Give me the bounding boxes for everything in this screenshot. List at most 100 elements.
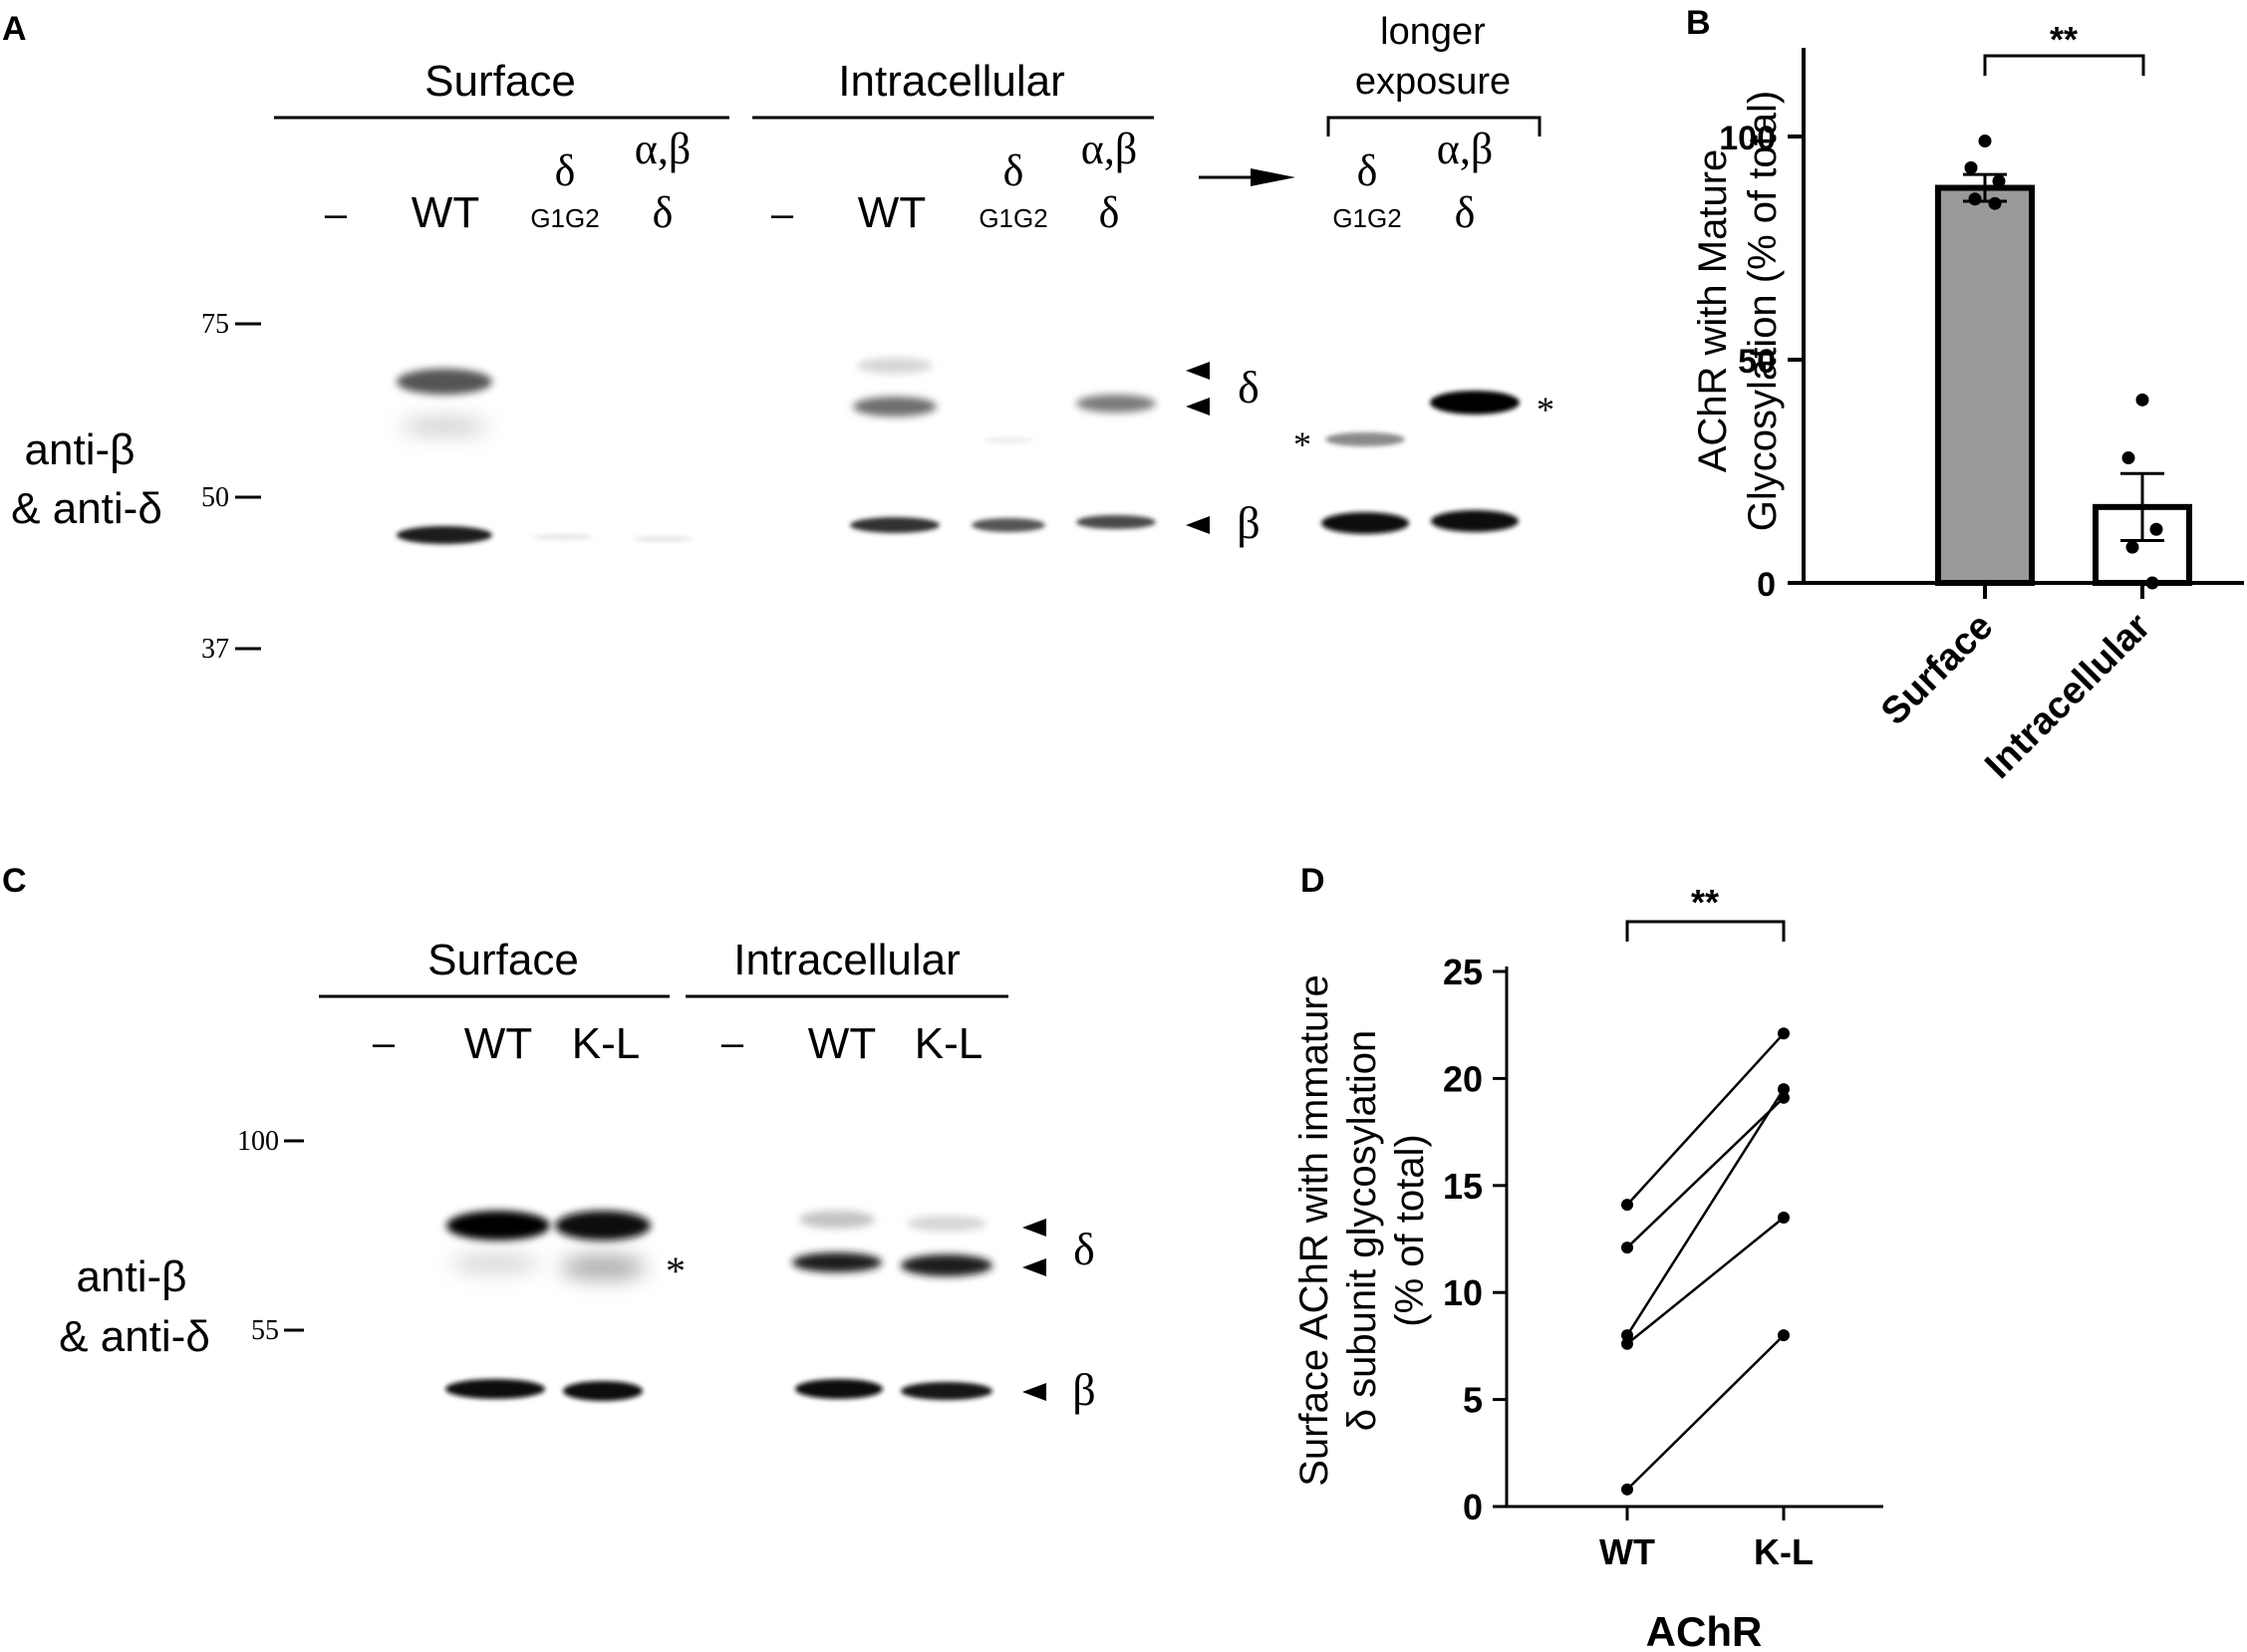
chart-d-point-wt — [1621, 1199, 1633, 1212]
lane-wt-surface-c: WT — [464, 1019, 532, 1068]
row-label-c-line1: anti-β — [77, 1252, 187, 1301]
band-c-intra-kl-upper — [907, 1216, 986, 1232]
chart-d-ylabel-line3: (% of total) — [1388, 1134, 1432, 1326]
arrowhead-icon — [1022, 1258, 1046, 1276]
chart-d-ylabel-line2: δ subunit glycosylation — [1340, 1030, 1384, 1431]
chart-b-xtick-label: Intracellular — [1977, 606, 2158, 787]
band-c-intra-kl-beta — [901, 1382, 992, 1400]
asterisk-a-right: * — [1537, 390, 1554, 429]
panel-label-d: D — [1300, 862, 1325, 900]
lane-kl-surface-c: K-L — [572, 1019, 640, 1068]
chart-b-point — [2121, 451, 2135, 465]
chart-d-ytick-label: 15 — [1443, 1166, 1483, 1207]
band-a-intra-ab-beta — [1076, 515, 1156, 529]
arrowhead-icon — [1022, 1219, 1046, 1237]
lane-g1g2-surface: G1G2 — [530, 203, 599, 233]
lane-neg-intracellular: – — [771, 192, 794, 236]
arrowhead-icon — [1186, 516, 1210, 534]
marker-55: 55 — [251, 1315, 279, 1346]
asterisk-a-left: * — [1293, 424, 1311, 464]
chart-d-significance: ** — [1691, 882, 1719, 923]
band-a-surface-g1g2-beta — [533, 534, 593, 540]
group-label-surface-c: Surface — [427, 936, 579, 984]
lane-g1g2-long: G1G2 — [1332, 203, 1401, 233]
chart-d-point-kl — [1778, 1329, 1790, 1342]
lane-d-intracellular: δ — [1099, 188, 1120, 237]
lane-wt-intracellular-c: WT — [808, 1019, 876, 1068]
band-a-long-ab-delta — [1430, 391, 1520, 414]
band-a-surface-wt-delta — [397, 369, 492, 395]
lane-neg-surface: – — [325, 192, 348, 236]
arrowhead-icon — [1186, 398, 1210, 415]
chart-b-point — [2145, 576, 2159, 590]
lane-wt-surface: WT — [412, 188, 479, 237]
chart-d-point-kl — [1778, 1212, 1790, 1225]
chart-d-xtick-label: WT — [1599, 1531, 1655, 1572]
chart-b-point — [2135, 393, 2149, 407]
marker-37: 37 — [201, 634, 229, 665]
longer-exposure-bracket — [1326, 116, 1542, 137]
chart-b-point — [1992, 174, 2006, 188]
band-c-surface-kl-beta — [563, 1381, 643, 1401]
band-c-intra-wt-delta — [792, 1252, 882, 1272]
lane-wt-intracellular: WT — [858, 188, 926, 237]
band-a-intra-wt-delta — [853, 397, 937, 416]
chart-d-pair-line — [1626, 1032, 1785, 1206]
group-label-surface: Surface — [424, 57, 576, 106]
band-c-intra-kl-delta — [901, 1254, 992, 1276]
band-label-delta-a: δ — [1238, 362, 1260, 413]
band-label-beta-a: β — [1237, 497, 1260, 548]
panel-label-a: A — [2, 10, 27, 48]
longer-exposure-line1: longer — [1380, 11, 1486, 53]
chart-b-point — [2149, 522, 2163, 536]
panel-label-b: B — [1686, 4, 1711, 42]
chart-d-xlabel: AChR — [1646, 1608, 1763, 1652]
chart-b-ylabel-line1: AChR with Mature — [1691, 149, 1735, 473]
band-a-intra-ab-delta — [1076, 395, 1156, 413]
panel-c-blot: Surface Intracellular – WT K-L – WT K-L … — [59, 936, 1096, 1415]
chart-b-ytick-label: 50 — [1738, 343, 1776, 381]
band-a-intra-wt-beta — [850, 517, 940, 533]
chart-d-ytick-label: 25 — [1443, 952, 1483, 992]
row-label-a-line2: & anti-δ — [11, 484, 162, 533]
marker-75: 75 — [201, 309, 229, 340]
chart-d-point-wt — [1621, 1337, 1633, 1350]
chart-b-ytick-label: 0 — [1757, 566, 1776, 604]
band-c-surface-kl-smear — [560, 1255, 646, 1279]
panel-a-blot: Surface Intracellular longer exposure – … — [11, 11, 1554, 665]
panel-d-chart: Surface AChR with immature δ subunit gly… — [1292, 882, 1883, 1652]
panel-b-chart: AChR with Mature Glycosylation (% of tot… — [1691, 19, 2244, 787]
band-c-surface-wt-delta — [446, 1211, 550, 1240]
chart-d-ytick-label: 10 — [1443, 1272, 1483, 1313]
chart-d-ytick-label: 0 — [1463, 1487, 1483, 1527]
chart-b-ytick-label: 100 — [1719, 120, 1776, 157]
band-a-intra-g1g2-beta — [972, 518, 1045, 532]
lane-delta-g1g2-long: δ — [1357, 146, 1378, 195]
chart-d-pair-line — [1626, 1334, 1785, 1491]
chart-d-point-wt — [1621, 1241, 1633, 1254]
band-a-long-g1g2-delta — [1325, 432, 1405, 446]
lane-ab-long: α,β — [1437, 125, 1493, 173]
chart-b-point — [2125, 540, 2139, 554]
chart-d-ylabel-line1: Surface AChR with immature — [1292, 974, 1336, 1487]
chart-d-xtick-label: K-L — [1754, 1531, 1814, 1572]
lane-delta-g1g2-surface: δ — [555, 146, 576, 195]
chart-b-point — [1968, 192, 1982, 206]
longer-exposure-line2: exposure — [1355, 61, 1511, 103]
chart-d-point-kl — [1778, 1083, 1790, 1096]
asterisk-c: * — [666, 1248, 686, 1293]
chart-d-pair-line — [1625, 1088, 1786, 1336]
chart-d-pair-line — [1626, 1096, 1785, 1248]
band-label-beta-c: β — [1072, 1364, 1095, 1415]
chart-b-bar-surface — [1935, 184, 2035, 587]
arrow-right-icon — [1251, 168, 1295, 186]
band-a-intra-g1g2-faint — [983, 437, 1034, 443]
chart-b-point — [1988, 196, 2002, 210]
band-a-intra-wt-upper — [857, 358, 933, 374]
lane-d-surface: δ — [653, 188, 674, 237]
lane-neg-intracellular-c: – — [721, 1021, 744, 1065]
chart-d-point-wt — [1621, 1483, 1633, 1496]
band-c-surface-kl-delta — [555, 1211, 651, 1240]
lane-delta-g1g2-intracellular: δ — [1003, 146, 1024, 195]
